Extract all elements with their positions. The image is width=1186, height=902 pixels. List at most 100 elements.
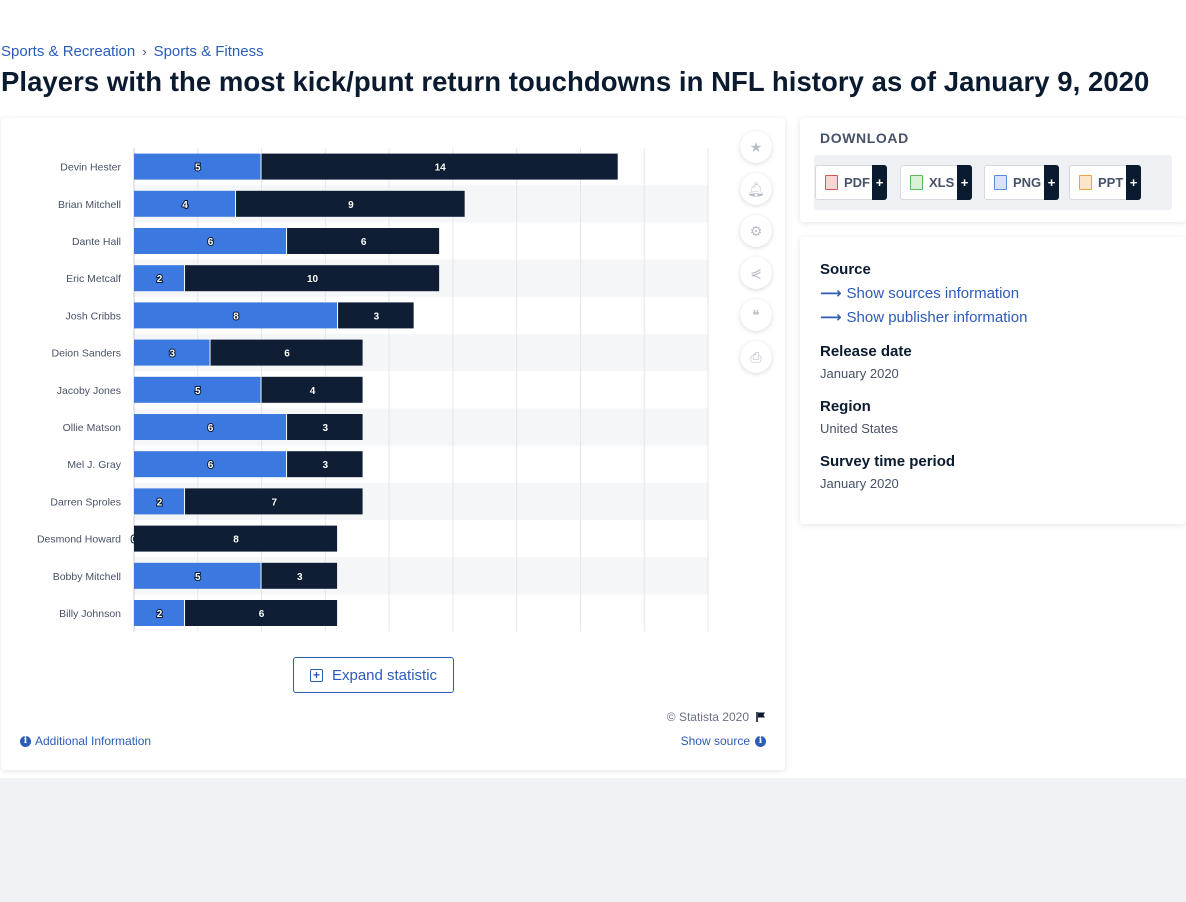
star-icon[interactable]: ★ — [740, 131, 772, 163]
ppt-file-icon — [1079, 175, 1092, 190]
category-label: Billy Johnson — [59, 608, 121, 620]
data-label: 6 — [284, 349, 290, 360]
data-label: 3 — [323, 423, 329, 434]
category-label: Desmond Howard — [37, 534, 121, 546]
category-label: Eric Metcalf — [66, 273, 121, 285]
data-label: 2 — [157, 274, 163, 285]
plus-square-icon: + — [309, 668, 323, 682]
data-label: 4 — [182, 200, 188, 211]
bar-segment-dark — [185, 265, 440, 292]
bar-segment-dark — [261, 376, 363, 403]
region-value: United States — [820, 421, 899, 436]
show-source-link[interactable]: Show source i — [681, 734, 766, 748]
expand-statistic-button[interactable]: + Expand statistic — [293, 657, 454, 693]
bell-icon[interactable]: 🔔︎ — [740, 173, 772, 205]
show-sources-label: Show sources information — [846, 284, 1020, 302]
bar-chart: Devin Hester 5 14 Brian Mitchell 4 9 Dante Hal… — [37, 148, 709, 632]
download-pdf-label: PDF — [844, 175, 870, 190]
data-label: 6 — [361, 237, 367, 248]
data-label: 3 — [297, 572, 303, 583]
bar-segment-light — [134, 600, 185, 626]
png-file-icon — [994, 175, 1007, 190]
data-label: 6 — [208, 423, 214, 434]
bar-segment-dark — [210, 339, 363, 366]
copyright-text: © Statista 2020 — [666, 710, 749, 724]
category-label: Bobby Mitchell — [53, 571, 121, 583]
download-xls-button[interactable]: XLS + — [900, 165, 972, 200]
statistic-info-card: Source ⟶ Show sources information ⟶ Show… — [800, 237, 1186, 524]
additional-information-link[interactable]: i Additional Information — [20, 734, 151, 748]
source-label: Source — [820, 261, 871, 278]
category-label: Josh Cribbs — [66, 310, 121, 322]
data-label: 7 — [272, 497, 278, 508]
bar-segment-dark — [287, 414, 363, 440]
data-label: 10 — [307, 274, 319, 285]
bar-segment-dark — [338, 302, 414, 329]
data-label: 3 — [323, 460, 329, 471]
category-label: Dante Hall — [72, 236, 121, 248]
data-label: 6 — [208, 237, 214, 248]
breadcrumb: Sports & Recreation › Sports & Fitness — [1, 43, 264, 60]
data-label: 14 — [435, 163, 447, 174]
bar-segment-dark — [185, 600, 338, 626]
info-icon: i — [20, 735, 31, 747]
category-label: Darren Sproles — [50, 496, 121, 508]
data-label: 4 — [310, 386, 316, 397]
bar-segment-light — [134, 302, 338, 329]
category-label: Mel J. Gray — [67, 459, 121, 471]
category-label: Deion Sanders — [52, 348, 121, 360]
additional-information-label: Additional Information — [35, 734, 152, 748]
data-label: 9 — [348, 200, 354, 211]
category-label: Devin Hester — [60, 162, 121, 174]
bar-segment-dark — [185, 488, 363, 515]
category-label: Brian Mitchell — [58, 199, 121, 211]
bar-segment-dark — [134, 525, 338, 552]
download-pdf-button[interactable]: PDF + — [815, 165, 887, 200]
breadcrumb-link-sports-fitness[interactable]: Sports & Fitness — [153, 43, 264, 60]
survey-period-value: January 2020 — [820, 476, 899, 491]
breadcrumb-separator: › — [142, 44, 147, 59]
xls-file-icon — [910, 175, 923, 190]
bar-segment-light — [134, 190, 236, 217]
data-label: 2 — [157, 497, 163, 508]
download-png-label: PNG — [1013, 175, 1042, 190]
breadcrumb-link-sports-recreation[interactable]: Sports & Recreation — [1, 43, 136, 60]
download-ppt-button[interactable]: PPT + — [1069, 165, 1141, 200]
copyright: © Statista 2020 — [667, 710, 767, 724]
download-png-button[interactable]: PNG + — [984, 165, 1059, 200]
show-publisher-link[interactable]: ⟶ Show publisher information — [820, 308, 1028, 327]
gear-icon[interactable]: ⚙ — [740, 215, 772, 247]
bar-segment-light — [134, 451, 287, 478]
data-label: 8 — [233, 535, 239, 546]
download-buttons-row: PDF + XLS + PNG + PPT + — [814, 155, 1172, 210]
share-icon[interactable]: ⋞ — [740, 257, 772, 289]
data-label: 5 — [195, 386, 201, 397]
survey-period-label: Survey time period — [820, 453, 956, 470]
bar-segment-light — [134, 153, 261, 180]
data-label: 6 — [208, 460, 214, 471]
chart-card: Devin Hester 5 14 Brian Mitchell 4 9 Dante Hal… — [1, 118, 785, 770]
pdf-file-icon — [825, 175, 838, 190]
region-label: Region — [820, 398, 871, 415]
data-label: 5 — [195, 572, 201, 583]
plus-icon: + — [1126, 165, 1141, 200]
data-label: 3 — [169, 349, 175, 360]
bar-segment-dark — [287, 451, 363, 478]
bar-segment-dark — [261, 153, 618, 180]
print-icon[interactable]: ⎙ — [740, 341, 772, 373]
data-label: 8 — [233, 311, 239, 322]
quote-icon[interactable]: ❝ — [740, 299, 772, 331]
bar-segment-light — [134, 339, 210, 366]
data-label: 6 — [259, 609, 265, 620]
show-publisher-label: Show publisher information — [846, 308, 1028, 326]
arrow-right-icon: ⟶ — [820, 285, 842, 302]
bar-segment-light — [134, 562, 261, 589]
bar-segment-light — [134, 228, 287, 254]
data-label: 3 — [374, 311, 380, 322]
download-title: DOWNLOAD — [820, 130, 909, 146]
bar-segment-light — [134, 414, 287, 440]
data-label: 2 — [157, 609, 163, 620]
show-sources-link[interactable]: ⟶ Show sources information — [820, 284, 1020, 303]
bar-segment-dark — [261, 562, 338, 589]
flag-icon[interactable] — [755, 711, 767, 723]
